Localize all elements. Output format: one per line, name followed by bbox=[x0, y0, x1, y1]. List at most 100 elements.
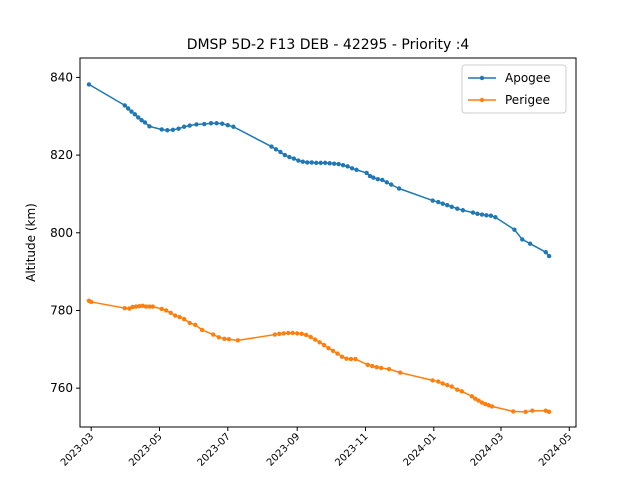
perigee-point bbox=[430, 378, 435, 383]
apogee-point bbox=[208, 121, 214, 126]
perigee-point bbox=[469, 394, 475, 399]
apogee-point bbox=[470, 210, 476, 215]
perigee-point bbox=[489, 404, 495, 409]
apogee-point bbox=[129, 109, 134, 114]
perigee-point bbox=[386, 366, 392, 372]
legend-perigee-label: Perigee bbox=[505, 93, 550, 107]
perigee-point bbox=[168, 310, 173, 315]
apogee-point bbox=[170, 127, 176, 133]
apogee-point bbox=[479, 212, 485, 217]
perigee-point bbox=[159, 306, 164, 312]
apogee-point bbox=[445, 203, 450, 208]
apogee-point bbox=[132, 112, 138, 117]
apogee-point bbox=[159, 127, 164, 132]
y-axis-label: Altitude (km) bbox=[24, 203, 38, 282]
perigee-point bbox=[479, 400, 485, 405]
perigee-point bbox=[436, 379, 441, 384]
apogee-point bbox=[475, 211, 480, 216]
perigee-point bbox=[398, 370, 403, 375]
apogee-point bbox=[139, 117, 144, 123]
apogee-point bbox=[440, 201, 445, 206]
apogee-point bbox=[314, 160, 319, 166]
perigee-point bbox=[308, 334, 313, 340]
apogee-point bbox=[436, 199, 441, 205]
apogee-point bbox=[327, 161, 332, 166]
apogee-point bbox=[147, 124, 152, 129]
perigee-point bbox=[459, 389, 464, 394]
perigee-point bbox=[449, 384, 454, 389]
perigee-point bbox=[181, 316, 187, 322]
legend-perigee-marker bbox=[479, 97, 485, 103]
perigee-point bbox=[127, 306, 132, 311]
apogee-point bbox=[493, 215, 498, 220]
perigee-point bbox=[476, 398, 481, 403]
perigee-point bbox=[290, 330, 295, 336]
apogee-point bbox=[273, 147, 279, 152]
apogee-point bbox=[460, 208, 466, 213]
perigee-point bbox=[543, 408, 548, 413]
apogee-point bbox=[187, 123, 192, 128]
apogee-point bbox=[371, 175, 376, 180]
apogee-point bbox=[165, 128, 170, 133]
perigee-series-line bbox=[88, 300, 550, 413]
apogee-point bbox=[305, 160, 310, 165]
apogee-point bbox=[543, 250, 548, 255]
x-tick-label: 2024-03 bbox=[469, 431, 506, 468]
apogee-point bbox=[367, 173, 373, 179]
chart-title: DMSP 5D-2 F13 DEB - 42295 - Priority :4 bbox=[187, 37, 470, 53]
apogee-point bbox=[202, 121, 207, 127]
apogee-point bbox=[278, 149, 283, 155]
perigee-point bbox=[193, 322, 198, 328]
apogee-point bbox=[194, 122, 199, 127]
apogee-point bbox=[349, 166, 355, 171]
perigee-point bbox=[440, 381, 445, 386]
apogee-point bbox=[176, 126, 181, 131]
perigee-point bbox=[164, 308, 169, 313]
perigee-point bbox=[348, 356, 354, 362]
apogee-point bbox=[389, 182, 394, 187]
perigee-point bbox=[137, 304, 142, 309]
perigee-point bbox=[511, 409, 516, 414]
x-tick-label: 2023-05 bbox=[127, 431, 164, 468]
perigee-point bbox=[335, 351, 340, 356]
perigee-point bbox=[378, 365, 384, 371]
legend-box bbox=[461, 64, 567, 114]
legend-apogee-label: Apogee bbox=[505, 71, 551, 85]
y-tick-label: 780 bbox=[50, 303, 73, 317]
x-tick-label: 2023-09 bbox=[265, 431, 302, 468]
apogee-point bbox=[225, 123, 230, 128]
legend-apogee-marker bbox=[479, 75, 485, 81]
x-tick-label: 2023-11 bbox=[333, 431, 370, 468]
apogee-point bbox=[291, 156, 297, 161]
perigee-point bbox=[353, 356, 358, 362]
perigee-point bbox=[330, 348, 336, 354]
perigee-point bbox=[370, 363, 375, 369]
apogee-point bbox=[520, 237, 525, 242]
perigee-point bbox=[122, 305, 127, 311]
perigee-point bbox=[295, 331, 300, 336]
perigee-point bbox=[199, 327, 205, 333]
apogee-point bbox=[282, 152, 288, 158]
apogee-point bbox=[484, 213, 489, 218]
perigee-point bbox=[281, 331, 286, 336]
perigee-point bbox=[130, 304, 135, 310]
x-tick-label: 2023-03 bbox=[59, 431, 96, 468]
apogee-point bbox=[380, 177, 385, 183]
apogee-point bbox=[287, 154, 292, 160]
y-tick-label: 840 bbox=[50, 70, 73, 84]
perigee-point bbox=[523, 409, 528, 415]
apogee-point bbox=[345, 164, 350, 169]
apogee-point bbox=[430, 198, 435, 203]
perigee-point bbox=[286, 330, 291, 336]
plot-area bbox=[86, 82, 552, 415]
apogee-point bbox=[142, 120, 148, 125]
apogee-point bbox=[396, 186, 402, 191]
apogee-point bbox=[296, 158, 301, 163]
perigee-point bbox=[445, 382, 450, 388]
apogee-point bbox=[340, 163, 346, 168]
perigee-point bbox=[277, 331, 282, 336]
perigee-point bbox=[89, 299, 94, 305]
perigee-point bbox=[211, 332, 216, 337]
apogee-point bbox=[136, 115, 141, 120]
